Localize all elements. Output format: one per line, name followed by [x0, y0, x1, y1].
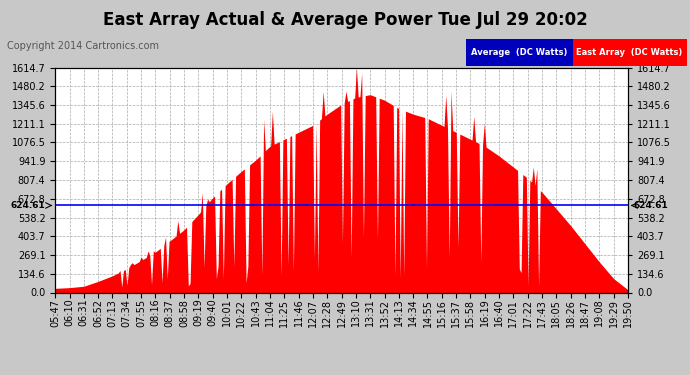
Text: Average  (DC Watts): Average (DC Watts) — [471, 48, 567, 57]
Text: Copyright 2014 Cartronics.com: Copyright 2014 Cartronics.com — [7, 41, 159, 51]
Text: 624.61: 624.61 — [633, 201, 669, 210]
Text: 624.61: 624.61 — [10, 201, 45, 210]
Text: East Array  (DC Watts): East Array (DC Watts) — [577, 48, 682, 57]
Text: East Array Actual & Average Power Tue Jul 29 20:02: East Array Actual & Average Power Tue Ju… — [103, 11, 587, 29]
